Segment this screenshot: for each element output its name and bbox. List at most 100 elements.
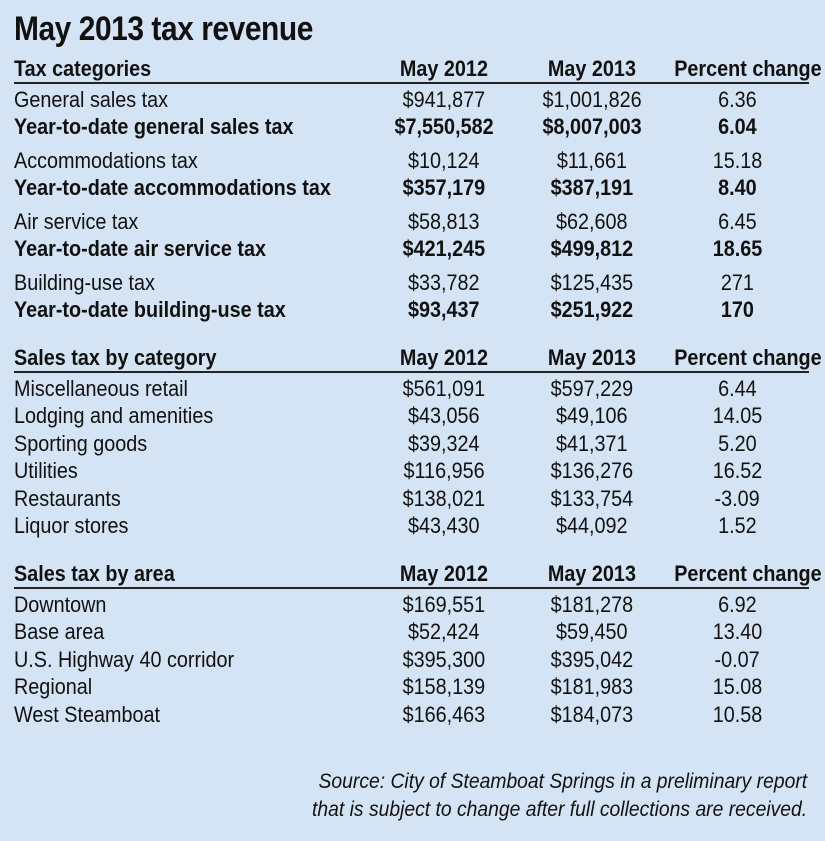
- percent-change-value: 6.92: [718, 591, 757, 617]
- column-header: Percent change: [674, 56, 822, 81]
- may-2012-value: $39,324: [408, 430, 480, 456]
- column-header: May 2013: [547, 561, 637, 586]
- may-2013-value: $181,983: [550, 674, 634, 700]
- table-row: Year-to-date air service tax $421,245 $499…: [14, 236, 809, 264]
- table-row: General sales tax $941,877 $1,001,826 6.36: [14, 86, 809, 114]
- percent-change-value: 15.18: [712, 147, 763, 173]
- table-row: Downtown $169,551 $181,278 6.92: [14, 591, 809, 619]
- source-note: Source: City of Steamboat Springs in a p…: [312, 768, 807, 824]
- may-2013-value: $597,229: [550, 375, 634, 401]
- may-2012-value: $43,430: [408, 513, 480, 539]
- column-header: Percent change: [674, 345, 822, 370]
- table-header-row: Sales tax by category May 2012 May 2013 Per…: [14, 345, 822, 373]
- percent-change-value: 10.58: [712, 701, 763, 727]
- column-header: May 2012: [399, 345, 489, 370]
- row-label: Liquor stores: [14, 513, 129, 539]
- may-2012-value: $158,139: [402, 674, 486, 700]
- percent-change-value: 16.52: [712, 458, 763, 484]
- sales-by-area-section: Sales tax by area May 2012 May 2013 Percent…: [14, 561, 822, 729]
- may-2012-value: $93,437: [408, 297, 480, 323]
- may-2013-value: $41,371: [556, 430, 628, 456]
- may-2012-value: $43,056: [408, 403, 480, 429]
- row-label: Base area: [14, 619, 105, 645]
- row-label: Year-to-date building-use tax: [14, 297, 286, 323]
- table-row: Regional $158,139 $181,983 15.08: [14, 674, 809, 702]
- percent-change-value: 6.44: [718, 375, 757, 401]
- may-2012-value: $138,021: [402, 485, 486, 511]
- percent-change-value: 170: [720, 297, 755, 323]
- row-label: Accommodations tax: [14, 147, 198, 173]
- table-row: Utilities $116,956 $136,276 16.52: [14, 458, 809, 486]
- row-label: Year-to-date accommodations tax: [14, 175, 331, 201]
- may-2012-value: $395,300: [402, 646, 486, 672]
- may-2013-value: $136,276: [550, 458, 634, 484]
- table-row: Year-to-date building-use tax $93,437 $251…: [14, 297, 809, 325]
- source-line-2: that is subject to change after full col…: [311, 798, 807, 821]
- may-2012-value: $941,877: [402, 86, 486, 112]
- may-2013-value: $387,191: [550, 175, 634, 201]
- percent-change-value: 6.36: [718, 86, 757, 112]
- row-label: Air service tax: [14, 208, 139, 234]
- row-label: Regional: [14, 674, 93, 700]
- percent-change-value: 271: [720, 269, 755, 295]
- may-2012-value: $10,124: [408, 147, 480, 173]
- table-header-row: Sales tax by area May 2012 May 2013 Percent…: [14, 561, 822, 589]
- column-header: May 2013: [547, 56, 637, 81]
- may-2013-value: $125,435: [550, 269, 634, 295]
- table-row: Base area $52,424 $59,450 13.40: [14, 619, 809, 647]
- table-row: Year-to-date general sales tax $7,550,582…: [14, 114, 809, 142]
- column-header: May 2012: [399, 56, 489, 81]
- row-label: Downtown: [14, 591, 107, 617]
- table-row: Air service tax $58,813 $62,608 6.45: [14, 208, 809, 236]
- percent-change-value: 13.40: [712, 619, 763, 645]
- may-2013-value: $8,007,003: [542, 114, 642, 140]
- table-row: Lodging and amenities $43,056 $49,106 14.05: [14, 403, 809, 431]
- table-row: Accommodations tax $10,124 $11,661 15.18: [14, 147, 809, 175]
- table-row: Miscellaneous retail $561,091 $597,229 6.44: [14, 375, 809, 403]
- may-2013-value: $59,450: [556, 619, 628, 645]
- may-2012-value: $166,463: [402, 701, 486, 727]
- column-header: Tax categories: [14, 56, 152, 81]
- sales-by-category-section: Sales tax by category May 2012 May 2013 Per…: [14, 345, 822, 540]
- may-2013-value: $11,661: [556, 147, 628, 173]
- may-2012-value: $357,179: [402, 175, 486, 201]
- percent-change-value: 14.05: [712, 403, 763, 429]
- percent-change-value: 1.52: [718, 513, 757, 539]
- may-2013-value: $184,073: [550, 701, 634, 727]
- table-row: Building-use tax $33,782 $125,435 271: [14, 269, 809, 297]
- table-row: Year-to-date accommodations tax $357,179 $…: [14, 175, 809, 203]
- may-2013-value: $251,922: [550, 297, 634, 323]
- percent-change-value: 15.08: [712, 674, 763, 700]
- may-2012-value: $58,813: [408, 208, 480, 234]
- may-2013-value: $49,106: [556, 403, 628, 429]
- row-label: Sporting goods: [14, 430, 148, 456]
- may-2012-value: $561,091: [402, 375, 486, 401]
- may-2012-value: $7,550,582: [394, 114, 494, 140]
- column-header: Percent change: [674, 561, 822, 586]
- may-2013-value: $395,042: [550, 646, 634, 672]
- column-header: Sales tax by area: [14, 561, 175, 586]
- row-label: Restaurants: [14, 485, 121, 511]
- row-label: Year-to-date general sales tax: [14, 114, 294, 140]
- may-2013-value: $499,812: [550, 236, 634, 262]
- row-label: U.S. Highway 40 corridor: [14, 646, 235, 672]
- column-header: May 2012: [399, 561, 489, 586]
- tax-categories-section: Tax categories May 2012 May 2013 Percent ch…: [14, 56, 822, 325]
- may-2013-value: $62,608: [556, 208, 628, 234]
- row-label: General sales tax: [14, 86, 169, 112]
- row-label: Miscellaneous retail: [14, 375, 188, 401]
- may-2013-value: $1,001,826: [542, 86, 642, 112]
- percent-change-value: 5.20: [718, 430, 757, 456]
- may-2012-value: $116,956: [403, 458, 485, 484]
- may-2012-value: $52,424: [408, 619, 480, 645]
- table-row: U.S. Highway 40 corridor $395,300 $395,042…: [14, 646, 809, 674]
- table-header-row: Tax categories May 2012 May 2013 Percent ch…: [14, 56, 822, 84]
- percent-change-value: 6.45: [718, 208, 757, 234]
- table-row: West Steamboat $166,463 $184,073 10.58: [14, 701, 809, 729]
- percent-change-value: 18.65: [712, 236, 763, 262]
- percent-change-value: -0.07: [714, 646, 761, 672]
- table-row: Restaurants $138,021 $133,754 -3.09: [14, 485, 809, 513]
- column-header: May 2013: [547, 345, 637, 370]
- may-2013-value: $133,754: [550, 485, 634, 511]
